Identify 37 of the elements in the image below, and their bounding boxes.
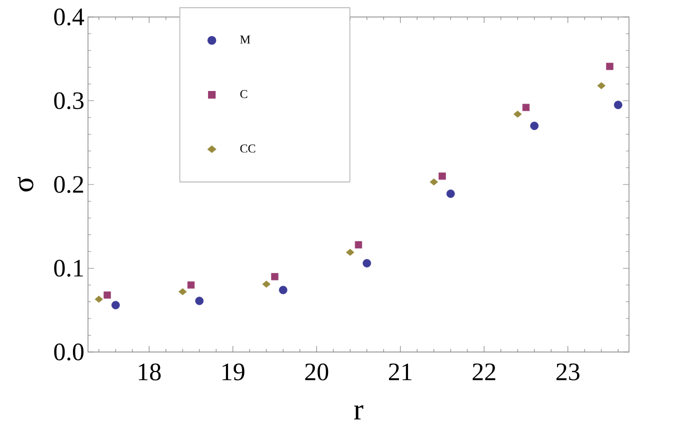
- point: [614, 100, 622, 110]
- y-tick-label: 0.4: [54, 8, 84, 26]
- y-tick-label: 0.2: [54, 176, 84, 193]
- point: [94, 296, 104, 303]
- x-tick-label: 20: [305, 364, 328, 380]
- point: [530, 122, 539, 130]
- legend-label: M: [240, 36, 250, 44]
- point: [430, 178, 438, 186]
- y-tick-label: 0.1: [54, 260, 83, 277]
- point: [446, 190, 455, 198]
- point: [178, 288, 187, 296]
- x-tick-label: 18: [138, 364, 161, 380]
- point: [111, 300, 120, 310]
- point: [362, 259, 372, 268]
- y-axis-title: σ: [18, 176, 34, 192]
- legend-label: CC: [240, 144, 256, 153]
- legend-label: C: [240, 90, 248, 98]
- point: [271, 273, 278, 280]
- point: [513, 110, 522, 118]
- x-axis-title: r: [354, 405, 364, 420]
- point: [195, 296, 204, 306]
- x-tick-label: 21: [388, 364, 412, 380]
- point: [522, 104, 530, 112]
- point: [438, 172, 446, 180]
- point: [262, 280, 271, 288]
- point: [354, 241, 362, 248]
- y-tick-label: 0.0: [54, 344, 84, 360]
- x-tick-label: 22: [472, 364, 496, 380]
- point: [187, 281, 195, 289]
- point: [104, 291, 111, 299]
- point: [606, 62, 614, 70]
- x-tick-label: 19: [222, 364, 244, 380]
- y-tick-label: 0.3: [54, 92, 84, 110]
- point: [278, 286, 288, 294]
- point: [346, 248, 354, 256]
- x-tick-label: 23: [556, 364, 580, 380]
- point: [597, 82, 606, 90]
